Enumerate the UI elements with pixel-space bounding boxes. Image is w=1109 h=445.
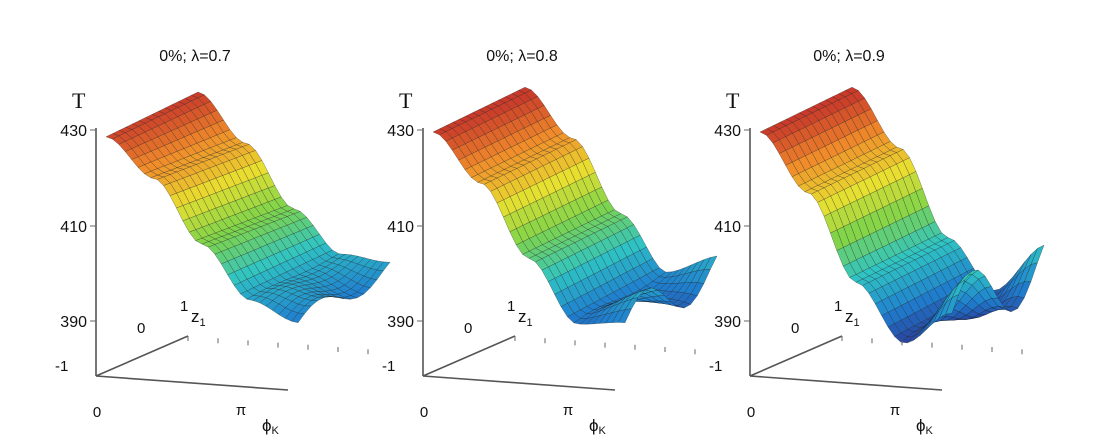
panel-title: 0%; λ=0.9 — [813, 48, 885, 65]
z-axis-label: T — [399, 88, 413, 113]
z-axis-ticks — [90, 129, 96, 322]
surface-facet — [945, 294, 959, 315]
z-tick-label: 430 — [387, 123, 414, 140]
z1-tick-label: 1 — [834, 298, 842, 315]
z1-axis-label: z1 — [518, 307, 533, 329]
phi-tick-label: 0 — [420, 404, 428, 421]
z-tick-label: 430 — [714, 123, 741, 140]
z1-tick-label: 0 — [137, 320, 145, 337]
phi-tick-label: π — [236, 402, 246, 419]
surface-facet — [618, 308, 632, 323]
far-edge-ticks — [841, 336, 1023, 355]
surface-mesh — [432, 87, 718, 325]
z-tick-label: 390 — [714, 314, 741, 331]
surface-mesh — [759, 87, 1045, 344]
z-tick-label: 410 — [60, 219, 87, 236]
z1-axis — [95, 335, 189, 377]
surface-facet — [291, 312, 305, 323]
phi-axis — [95, 375, 289, 391]
surface-panel-3: 0%; λ=0.9 T 430 410 390 1 0 -1 z1 0 π ϕK — [709, 48, 1045, 437]
z1-axis — [422, 335, 516, 377]
z-axis-ticks — [744, 129, 750, 322]
panel-title: 0%; λ=0.7 — [159, 48, 231, 65]
z1-tick-label: -1 — [55, 358, 68, 375]
z1-axis-label: z1 — [845, 307, 860, 329]
z1-tick-label: 1 — [180, 298, 188, 315]
surface-mesh — [105, 91, 391, 323]
z-tick-label: 410 — [714, 219, 741, 236]
surface-panel-2: 0%; λ=0.8 T 430 410 390 1 0 -1 z1 0 π ϕK — [382, 48, 718, 437]
phi-tick-label: π — [890, 402, 900, 419]
z-tick-label: 390 — [60, 314, 87, 331]
z-tick-label: 390 — [387, 314, 414, 331]
phi-axis-label: ϕK — [916, 416, 934, 437]
surface-panel-1: 0%; λ=0.7 T 430 410 390 1 0 -1 z1 0 π ϕK — [55, 48, 391, 437]
z1-tick-label: 0 — [464, 320, 472, 337]
z1-axis-label: z1 — [191, 307, 206, 329]
z1-tick-label: 0 — [791, 320, 799, 337]
phi-tick-label: 0 — [747, 404, 755, 421]
z-axis-label: T — [72, 88, 86, 113]
panel-title: 0%; λ=0.8 — [486, 48, 558, 65]
z-axis-ticks — [417, 129, 423, 322]
z1-tick-label: -1 — [382, 358, 395, 375]
z-tick-label: 410 — [387, 219, 414, 236]
z-tick-label: 430 — [60, 123, 87, 140]
z1-tick-label: -1 — [709, 358, 722, 375]
phi-tick-label: π — [563, 402, 573, 419]
far-edge-ticks — [187, 336, 369, 355]
phi-axis-label: ϕK — [262, 416, 280, 437]
z1-axis — [749, 335, 843, 377]
far-edge-ticks — [514, 336, 696, 355]
z-axis-label: T — [726, 88, 740, 113]
phi-axis — [749, 375, 943, 391]
phi-tick-label: 0 — [93, 404, 101, 421]
phi-axis — [422, 375, 616, 391]
z1-tick-label: 1 — [507, 298, 515, 315]
phi-axis-label: ϕK — [589, 416, 607, 437]
